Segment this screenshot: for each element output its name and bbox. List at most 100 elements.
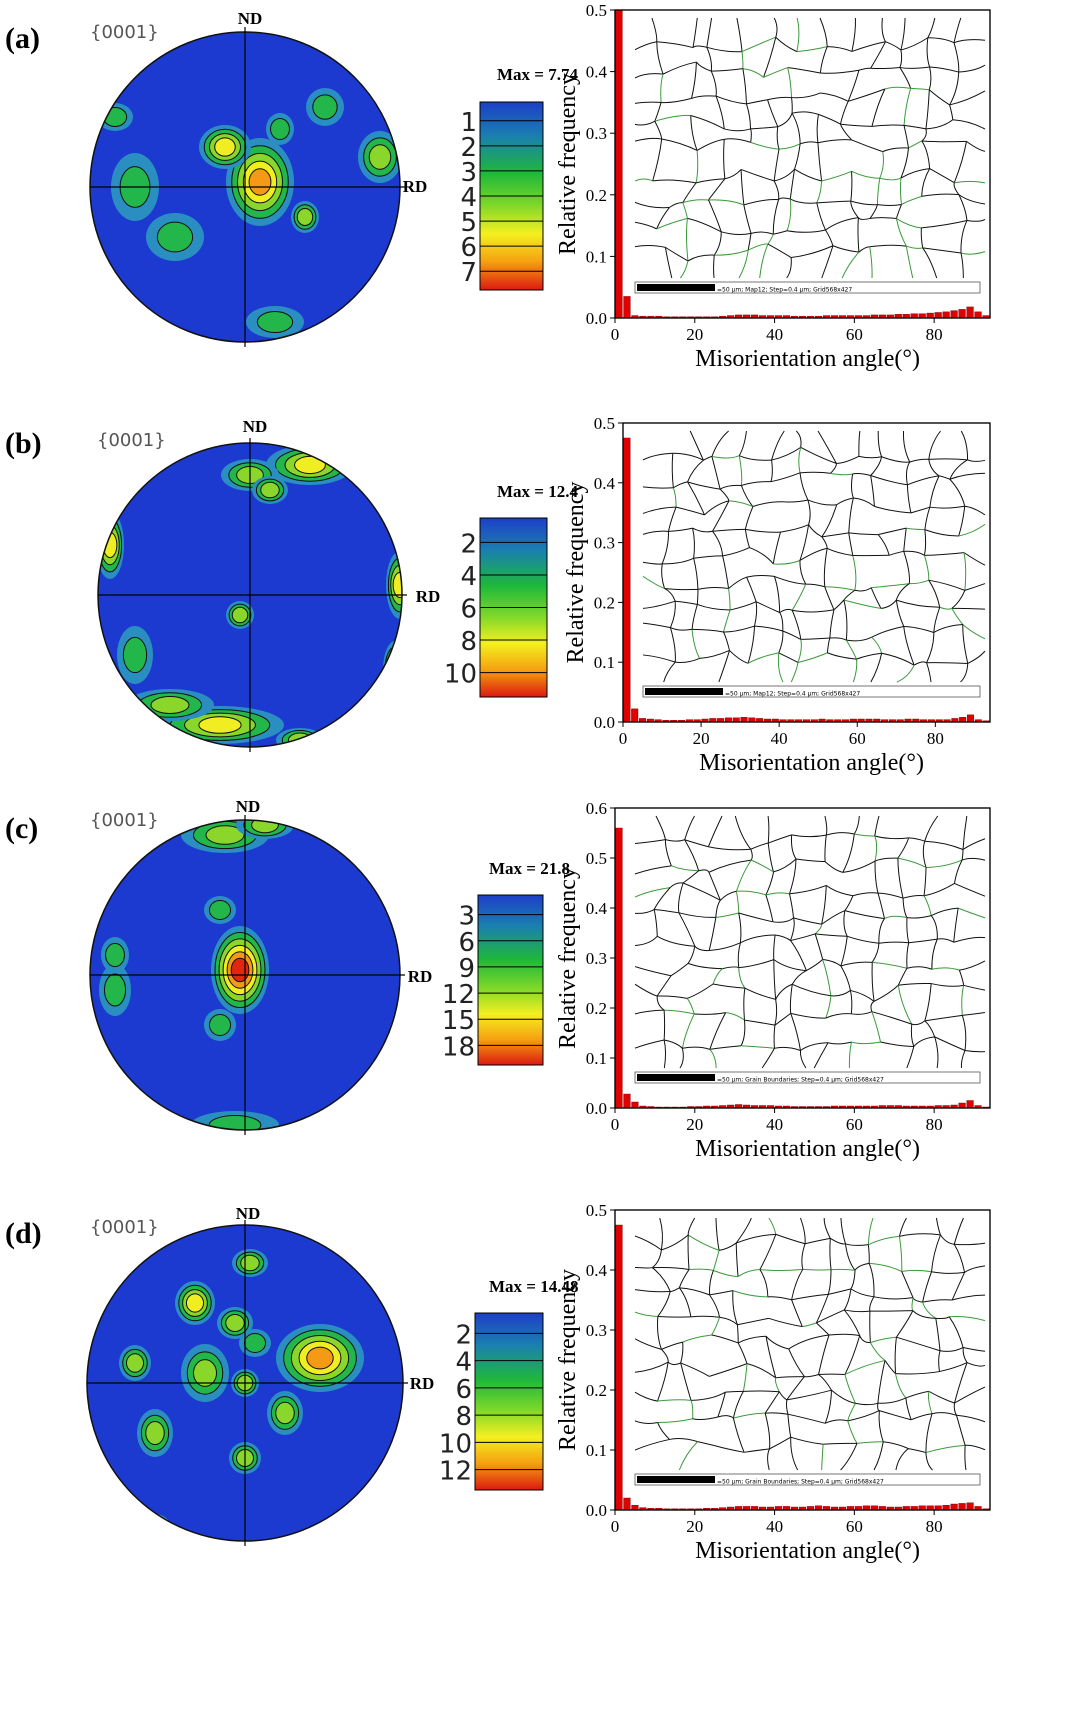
y-tick-label: 0.2 xyxy=(586,186,607,205)
colorbar-tick-label: 7 xyxy=(460,258,477,288)
contour xyxy=(215,138,236,156)
bar xyxy=(815,1506,822,1510)
map-caption: =50 µm; Grain Boundaries; Step=0.4 µm; G… xyxy=(717,1479,884,1486)
bar xyxy=(624,296,631,318)
figure: (a){0001}NDRDMax = 7.741234567=50 µm; Ma… xyxy=(0,0,1081,1710)
y-tick-label: 0.5 xyxy=(594,414,615,433)
y-tick-label: 0.4 xyxy=(586,63,608,82)
rd-label: RD xyxy=(410,1374,435,1393)
x-tick-label: 0 xyxy=(611,1517,620,1536)
contour xyxy=(199,717,241,734)
bar xyxy=(935,312,942,318)
contour xyxy=(209,901,230,920)
map-caption: =50 µm; Grain Boundaries; Step=0.4 µm; G… xyxy=(717,1077,884,1084)
colorbar-tick-label: 2 xyxy=(455,1320,472,1350)
y-tick-label: 0.5 xyxy=(586,1201,607,1220)
bar xyxy=(959,309,966,318)
y-tick-label: 0.0 xyxy=(586,309,607,328)
contour xyxy=(252,817,279,833)
y-tick-label: 0.3 xyxy=(594,534,615,553)
bar xyxy=(911,314,918,318)
plot-frame xyxy=(623,423,990,722)
y-tick-label: 0.4 xyxy=(586,899,608,918)
grain-boundary xyxy=(870,1311,913,1312)
bar xyxy=(959,1503,966,1510)
y-tick-label: 0.1 xyxy=(586,1441,607,1460)
x-axis-label: Misorientation angle(°) xyxy=(695,346,920,372)
grain-boundary xyxy=(803,1269,831,1270)
bar xyxy=(967,715,974,722)
bar xyxy=(943,1505,950,1510)
colorbar-tick-label: 4 xyxy=(460,562,477,592)
contour xyxy=(257,311,292,332)
contour xyxy=(385,647,405,693)
contour xyxy=(139,1514,171,1542)
bar xyxy=(863,1506,870,1510)
x-tick-label: 0 xyxy=(611,1115,620,1134)
x-tick-label: 20 xyxy=(686,1115,703,1134)
contour xyxy=(241,1255,260,1271)
bar xyxy=(951,1504,958,1510)
contour xyxy=(249,169,271,195)
x-tick-label: 80 xyxy=(927,729,944,748)
grain-boundary xyxy=(658,1316,691,1317)
y-axis-label: Relative frequency xyxy=(555,867,581,1049)
y-tick-label: 0.3 xyxy=(586,124,607,143)
colorbar-tick-label: 2 xyxy=(460,529,477,559)
nd-label: ND xyxy=(238,9,263,28)
bar xyxy=(624,1498,631,1510)
bar xyxy=(616,0,623,318)
contour xyxy=(295,456,326,473)
colorbar-tick-label: 18 xyxy=(442,1032,475,1062)
bar xyxy=(935,1506,942,1510)
panel-label: (c) xyxy=(5,812,38,845)
contour xyxy=(209,1116,261,1135)
bar xyxy=(927,1506,934,1510)
contour xyxy=(276,1402,295,1424)
pole-label: {0001} xyxy=(90,1217,159,1238)
bar xyxy=(632,1102,639,1108)
bar xyxy=(632,1505,639,1510)
contour xyxy=(143,1517,168,1539)
contour xyxy=(383,641,407,699)
bar xyxy=(741,717,748,722)
rd-label: RD xyxy=(408,967,433,986)
scale-bar xyxy=(637,284,715,291)
y-tick-label: 0.0 xyxy=(594,713,615,732)
y-tick-label: 0.4 xyxy=(594,474,616,493)
y-tick-label: 0.3 xyxy=(586,1321,607,1340)
y-tick-label: 0.3 xyxy=(586,949,607,968)
bar xyxy=(733,718,740,722)
colorbar-tick-label: 8 xyxy=(460,627,477,657)
pole-label: {0001} xyxy=(90,810,159,831)
grain-boundary xyxy=(870,1311,871,1343)
plot-frame xyxy=(615,808,990,1108)
bar xyxy=(967,307,974,318)
x-axis-label: Misorientation angle(°) xyxy=(699,750,924,776)
contour xyxy=(147,1520,164,1536)
contour xyxy=(369,145,391,170)
bar xyxy=(624,1094,631,1108)
x-tick-label: 20 xyxy=(693,729,710,748)
y-tick-label: 0.1 xyxy=(594,653,615,672)
bar xyxy=(967,1101,974,1109)
y-axis-label: Relative frequency xyxy=(555,1269,581,1451)
y-tick-label: 0.5 xyxy=(586,849,607,868)
scale-bar xyxy=(637,1476,715,1483)
bar xyxy=(943,312,950,318)
bar xyxy=(749,718,756,722)
nd-label: ND xyxy=(236,797,261,816)
contour xyxy=(151,697,189,714)
bar xyxy=(871,1506,878,1510)
contour xyxy=(226,1315,245,1332)
x-tick-label: 20 xyxy=(686,325,703,344)
x-axis-label: Misorientation angle(°) xyxy=(695,1538,920,1564)
y-tick-label: 0.0 xyxy=(586,1501,607,1520)
rd-label: RD xyxy=(403,177,428,196)
x-tick-label: 0 xyxy=(619,729,628,748)
contour xyxy=(123,637,146,672)
y-tick-label: 0.2 xyxy=(586,1381,607,1400)
bar xyxy=(919,314,926,318)
colorbar xyxy=(478,895,543,1065)
y-tick-label: 0.2 xyxy=(586,999,607,1018)
